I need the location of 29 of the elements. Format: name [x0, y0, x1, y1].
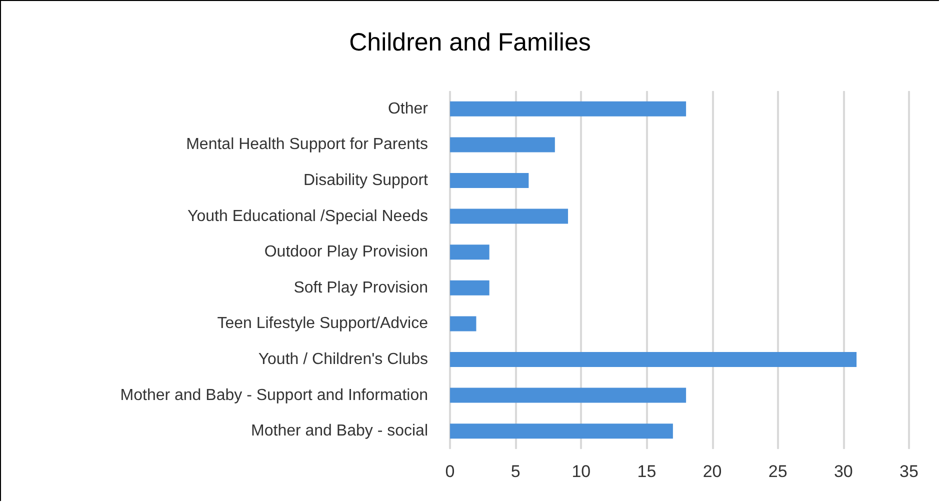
x-tick-label: 25: [768, 462, 788, 481]
x-tick-label: 35: [900, 462, 918, 481]
bar: [450, 280, 490, 296]
x-tick-label: 0: [445, 462, 455, 481]
x-tick-label: 30: [834, 462, 853, 481]
x-tick-label: 15: [637, 462, 656, 481]
bar: [450, 137, 555, 152]
bar: [450, 316, 476, 332]
bar: [450, 208, 568, 224]
y-tick-label: Disability Support: [304, 172, 429, 189]
bar: [450, 352, 857, 367]
y-tick-label: Mother and Baby - social: [251, 422, 428, 440]
y-tick-label: Outdoor Play Provision: [264, 244, 428, 261]
bar: [450, 101, 686, 116]
x-tick-label: 20: [702, 462, 722, 481]
y-tick-label: Mother and Baby - Support and Information: [120, 386, 428, 404]
y-tick-label: Mental Health Support for Parents: [186, 136, 428, 154]
x-tick-label: 10: [572, 462, 591, 481]
bar: [450, 173, 529, 188]
bar: [450, 244, 490, 260]
bar: [450, 424, 673, 439]
bar: [450, 388, 686, 403]
chart-title: Children and Families: [349, 28, 591, 56]
y-tick-label: Youth Educational /Special Needs: [188, 208, 428, 225]
x-tick-label: 5: [510, 462, 520, 481]
y-tick-label: Soft Play Provision: [294, 279, 428, 296]
y-tick-label: Other: [388, 100, 429, 118]
y-tick-label: Youth / Children's Clubs: [258, 351, 428, 368]
y-tick-label: Teen Lifestyle Support/Advice: [217, 315, 428, 332]
